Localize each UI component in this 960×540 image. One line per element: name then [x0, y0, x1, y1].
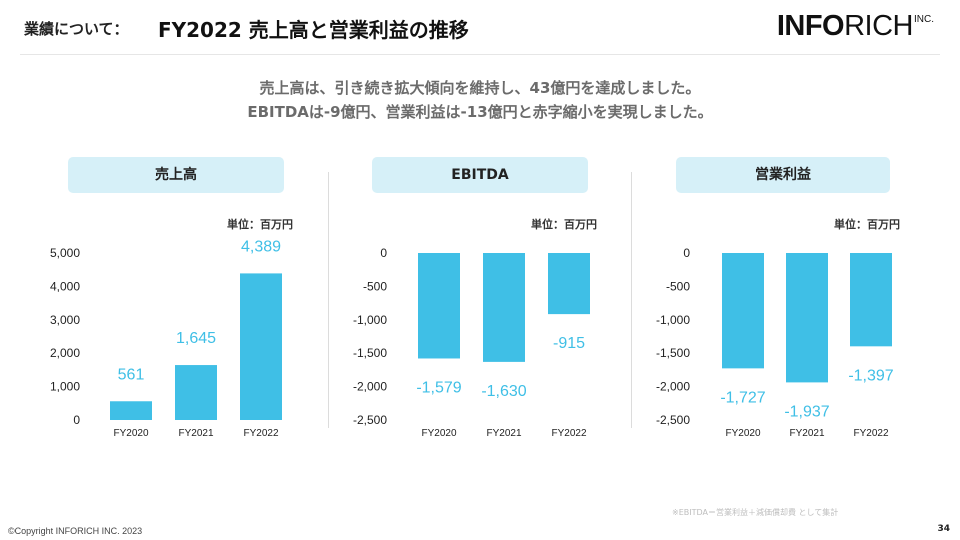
ebitda-ytick-label: -2,500: [353, 413, 387, 427]
ebitda-category-label: FY2022: [551, 428, 586, 439]
ebitda-ytick-label: 0: [380, 246, 387, 260]
panel-title-revenue: 売上高: [68, 157, 284, 193]
ebitda-bar-fy2020: [418, 253, 460, 359]
operating-income-ytick-label: -1,500: [656, 346, 690, 360]
operating-income-ytick-label: -2,000: [656, 380, 690, 394]
section-label: 業績について：: [24, 20, 129, 38]
logo-regular-text: RICH: [844, 10, 913, 42]
revenue-ytick-label: 3,000: [50, 313, 80, 327]
operating-income-data-label: -1,727: [720, 389, 765, 406]
unit-label-ebitda: 単位：百万円: [531, 218, 597, 231]
slide-header: 業績について： FY2022 売上高と営業利益の推移 INFORICHINC.: [0, 0, 960, 56]
panel-divider-1: [328, 172, 329, 428]
ebitda-bar-fy2022: [548, 253, 590, 315]
summary-line-2: EBITDAは-9億円、営業利益は-13億円と赤字縮小を実現しました。: [247, 103, 713, 121]
panel-divider-2: [631, 172, 632, 428]
panel-title-operating-income: 営業利益: [676, 157, 890, 193]
operating-income-bar-fy2020: [722, 253, 764, 369]
revenue-bar-fy2021: [175, 365, 217, 420]
revenue-bar-fy2022: [240, 273, 282, 420]
operating-income-bar-fy2022: [850, 253, 892, 347]
ebitda-ytick-label: -1,000: [353, 313, 387, 327]
operating-income-ytick-label: -2,500: [656, 413, 690, 427]
operating-income-ytick-label: -1,000: [656, 313, 690, 327]
operating-income-ytick-label: -500: [666, 279, 690, 293]
panel-title-ebitda: EBITDA: [372, 157, 588, 193]
header-divider: [20, 54, 940, 55]
ebitda-data-label: -1,579: [416, 379, 461, 396]
page-title: FY2022 売上高と営業利益の推移: [158, 18, 469, 42]
logo-suffix: INC.: [914, 14, 934, 25]
revenue-category-label: FY2020: [113, 428, 148, 439]
operating-income-data-label: -1,937: [784, 403, 829, 420]
revenue-category-label: FY2022: [243, 428, 278, 439]
ebitda-category-label: FY2021: [486, 428, 521, 439]
ebitda-data-label: -915: [553, 335, 585, 352]
operating-income-category-label: FY2022: [853, 428, 888, 439]
revenue-ytick-label: 4,000: [50, 279, 80, 293]
operating-income-category-label: FY2020: [725, 428, 760, 439]
revenue-ytick-label: 1,000: [50, 380, 80, 394]
ebitda-data-label: -1,630: [481, 383, 526, 400]
revenue-data-label: 561: [118, 366, 145, 383]
operating-income-data-label: -1,397: [848, 367, 893, 384]
footnote: ※EBITDA＝営業利益＋減価償却費 として集計: [672, 508, 839, 517]
revenue-data-label: 4,389: [241, 238, 281, 255]
company-logo: INFORICHINC.: [777, 10, 934, 43]
ebitda-ytick-label: -1,500: [353, 346, 387, 360]
ebitda-ytick-label: -2,000: [353, 380, 387, 394]
unit-label-operating-income: 単位：百万円: [834, 218, 900, 231]
operating-income-category-label: FY2021: [789, 428, 824, 439]
revenue-bar-fy2020: [110, 401, 152, 420]
logo-bold-text: INFO: [776, 10, 845, 42]
revenue-ytick-label: 5,000: [50, 246, 80, 260]
summary-line-1: 売上高は、引き続き拡大傾向を維持し、43億円を達成しました。: [259, 79, 701, 97]
unit-label-revenue: 単位：百万円: [227, 218, 293, 231]
revenue-category-label: FY2021: [178, 428, 213, 439]
operating-income-bar-fy2021: [786, 253, 828, 383]
ebitda-ytick-label: -500: [363, 279, 387, 293]
ebitda-category-label: FY2020: [421, 428, 456, 439]
ebitda-bar-fy2021: [483, 253, 525, 362]
copyright: ©Copyright INFORICH INC. 2023: [8, 526, 143, 536]
revenue-ytick-label: 2,000: [50, 346, 80, 360]
operating-income-ytick-label: 0: [683, 246, 690, 260]
revenue-ytick-label: 0: [73, 413, 80, 427]
revenue-data-label: 1,645: [176, 330, 216, 347]
page-number: 34: [937, 524, 950, 534]
